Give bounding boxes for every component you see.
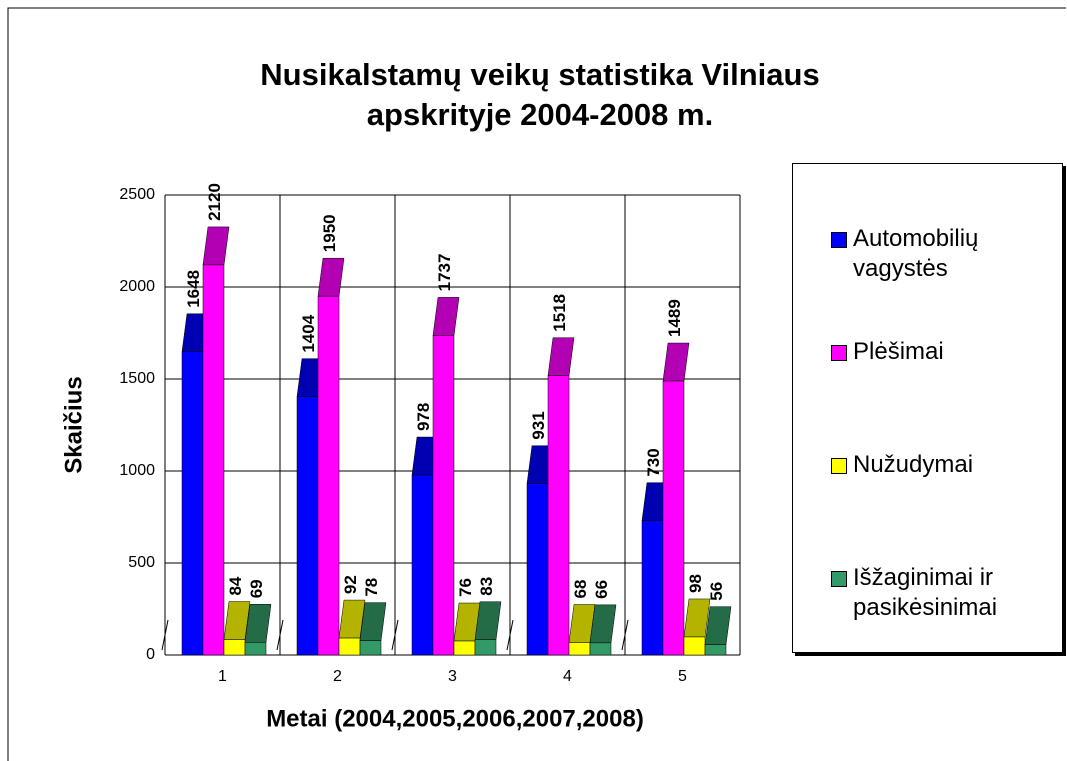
y-tick-label: 1000	[119, 462, 155, 479]
bar	[202, 264, 225, 656]
bar	[223, 639, 246, 656]
data-label: 76	[456, 578, 475, 597]
data-label: 1404	[299, 314, 318, 352]
data-label: 83	[477, 577, 496, 596]
bar	[411, 474, 434, 656]
chart-title: Nusikalstamų veikų statistika Vilniaus a…	[260, 57, 820, 132]
bar	[662, 380, 685, 656]
bar-top	[662, 342, 690, 382]
legend-item: Išžaginimai ir pasikėsinimai	[831, 563, 1051, 623]
bar	[359, 640, 382, 656]
legend: Automobilių vagystės Plėšimai Nužudymai Išž…	[792, 163, 1063, 653]
data-label: 1737	[435, 254, 454, 292]
x-tick-label: 5	[678, 668, 687, 685]
legend-label: Išžaginimai ir pasikėsinimai	[853, 564, 998, 621]
data-label: 1950	[320, 214, 339, 252]
axis-break	[161, 619, 169, 651]
legend-swatch	[831, 345, 847, 361]
data-label: 931	[529, 411, 548, 439]
frame	[7, 7, 1066, 761]
bar-top	[317, 257, 345, 297]
legend-label: Plėšimai	[853, 338, 944, 365]
y-tick-label: 0	[146, 646, 155, 663]
y-axis-label: Skaičius	[60, 376, 87, 473]
bar-top	[547, 337, 575, 376]
bar	[547, 375, 570, 656]
bar	[244, 642, 267, 656]
legend-item: Plėšimai	[831, 337, 1051, 367]
data-label: 56	[707, 582, 726, 601]
data-label: 69	[247, 579, 266, 598]
bar	[181, 351, 204, 656]
axis-break	[276, 619, 284, 651]
x-tick-label: 2	[333, 668, 342, 685]
x-tick-label: 3	[448, 668, 457, 685]
bar	[641, 520, 664, 656]
legend-label: Nužudymai	[853, 451, 974, 478]
bar	[453, 640, 476, 656]
title-box: Nusikalstamų veikų statistika Vilniaus a…	[260, 57, 820, 132]
data-label: 78	[362, 578, 381, 597]
data-label: 2120	[205, 183, 224, 221]
bar	[683, 636, 706, 656]
data-label: 66	[592, 580, 611, 599]
bar-top	[683, 598, 711, 638]
axis-break	[621, 619, 629, 651]
legend-item: Automobilių vagystės	[831, 224, 1051, 284]
y-tick-label: 2500	[119, 186, 155, 203]
y-tick-label: 1500	[119, 370, 155, 387]
data-label: 730	[644, 448, 663, 476]
legend-swatch	[831, 458, 847, 474]
data-label: 92	[341, 575, 360, 594]
bar	[296, 396, 319, 656]
x-axis-label: Metai (2004,2005,2006,2007,2008)	[266, 705, 644, 732]
data-label: 1518	[550, 294, 569, 332]
data-label: 84	[226, 576, 245, 595]
bar	[474, 639, 497, 656]
legend-swatch	[831, 232, 847, 248]
data-label: 1648	[184, 270, 203, 308]
data-label: 98	[686, 574, 705, 593]
y-tick-label: 500	[128, 554, 155, 571]
data-label: 68	[571, 580, 590, 599]
bar-top	[202, 226, 230, 266]
bar	[568, 642, 591, 656]
bar-top	[704, 606, 732, 645]
x-tick-label: 4	[563, 668, 572, 685]
legend-label: Automobilių vagystės	[853, 225, 979, 282]
bar	[317, 295, 340, 656]
bar	[432, 335, 455, 656]
axis-break	[391, 619, 399, 651]
bar-top	[432, 297, 460, 336]
legend-swatch	[831, 571, 847, 587]
y-tick-label: 2000	[119, 278, 155, 295]
data-label: 1489	[665, 299, 684, 337]
legend-item: Nužudymai	[831, 450, 1051, 480]
bar	[704, 644, 727, 656]
data-label: 978	[414, 403, 433, 431]
bar	[526, 483, 549, 656]
bar	[338, 637, 361, 656]
axis-break	[506, 619, 514, 651]
bar	[589, 642, 612, 656]
x-tick-label: 1	[218, 668, 227, 685]
